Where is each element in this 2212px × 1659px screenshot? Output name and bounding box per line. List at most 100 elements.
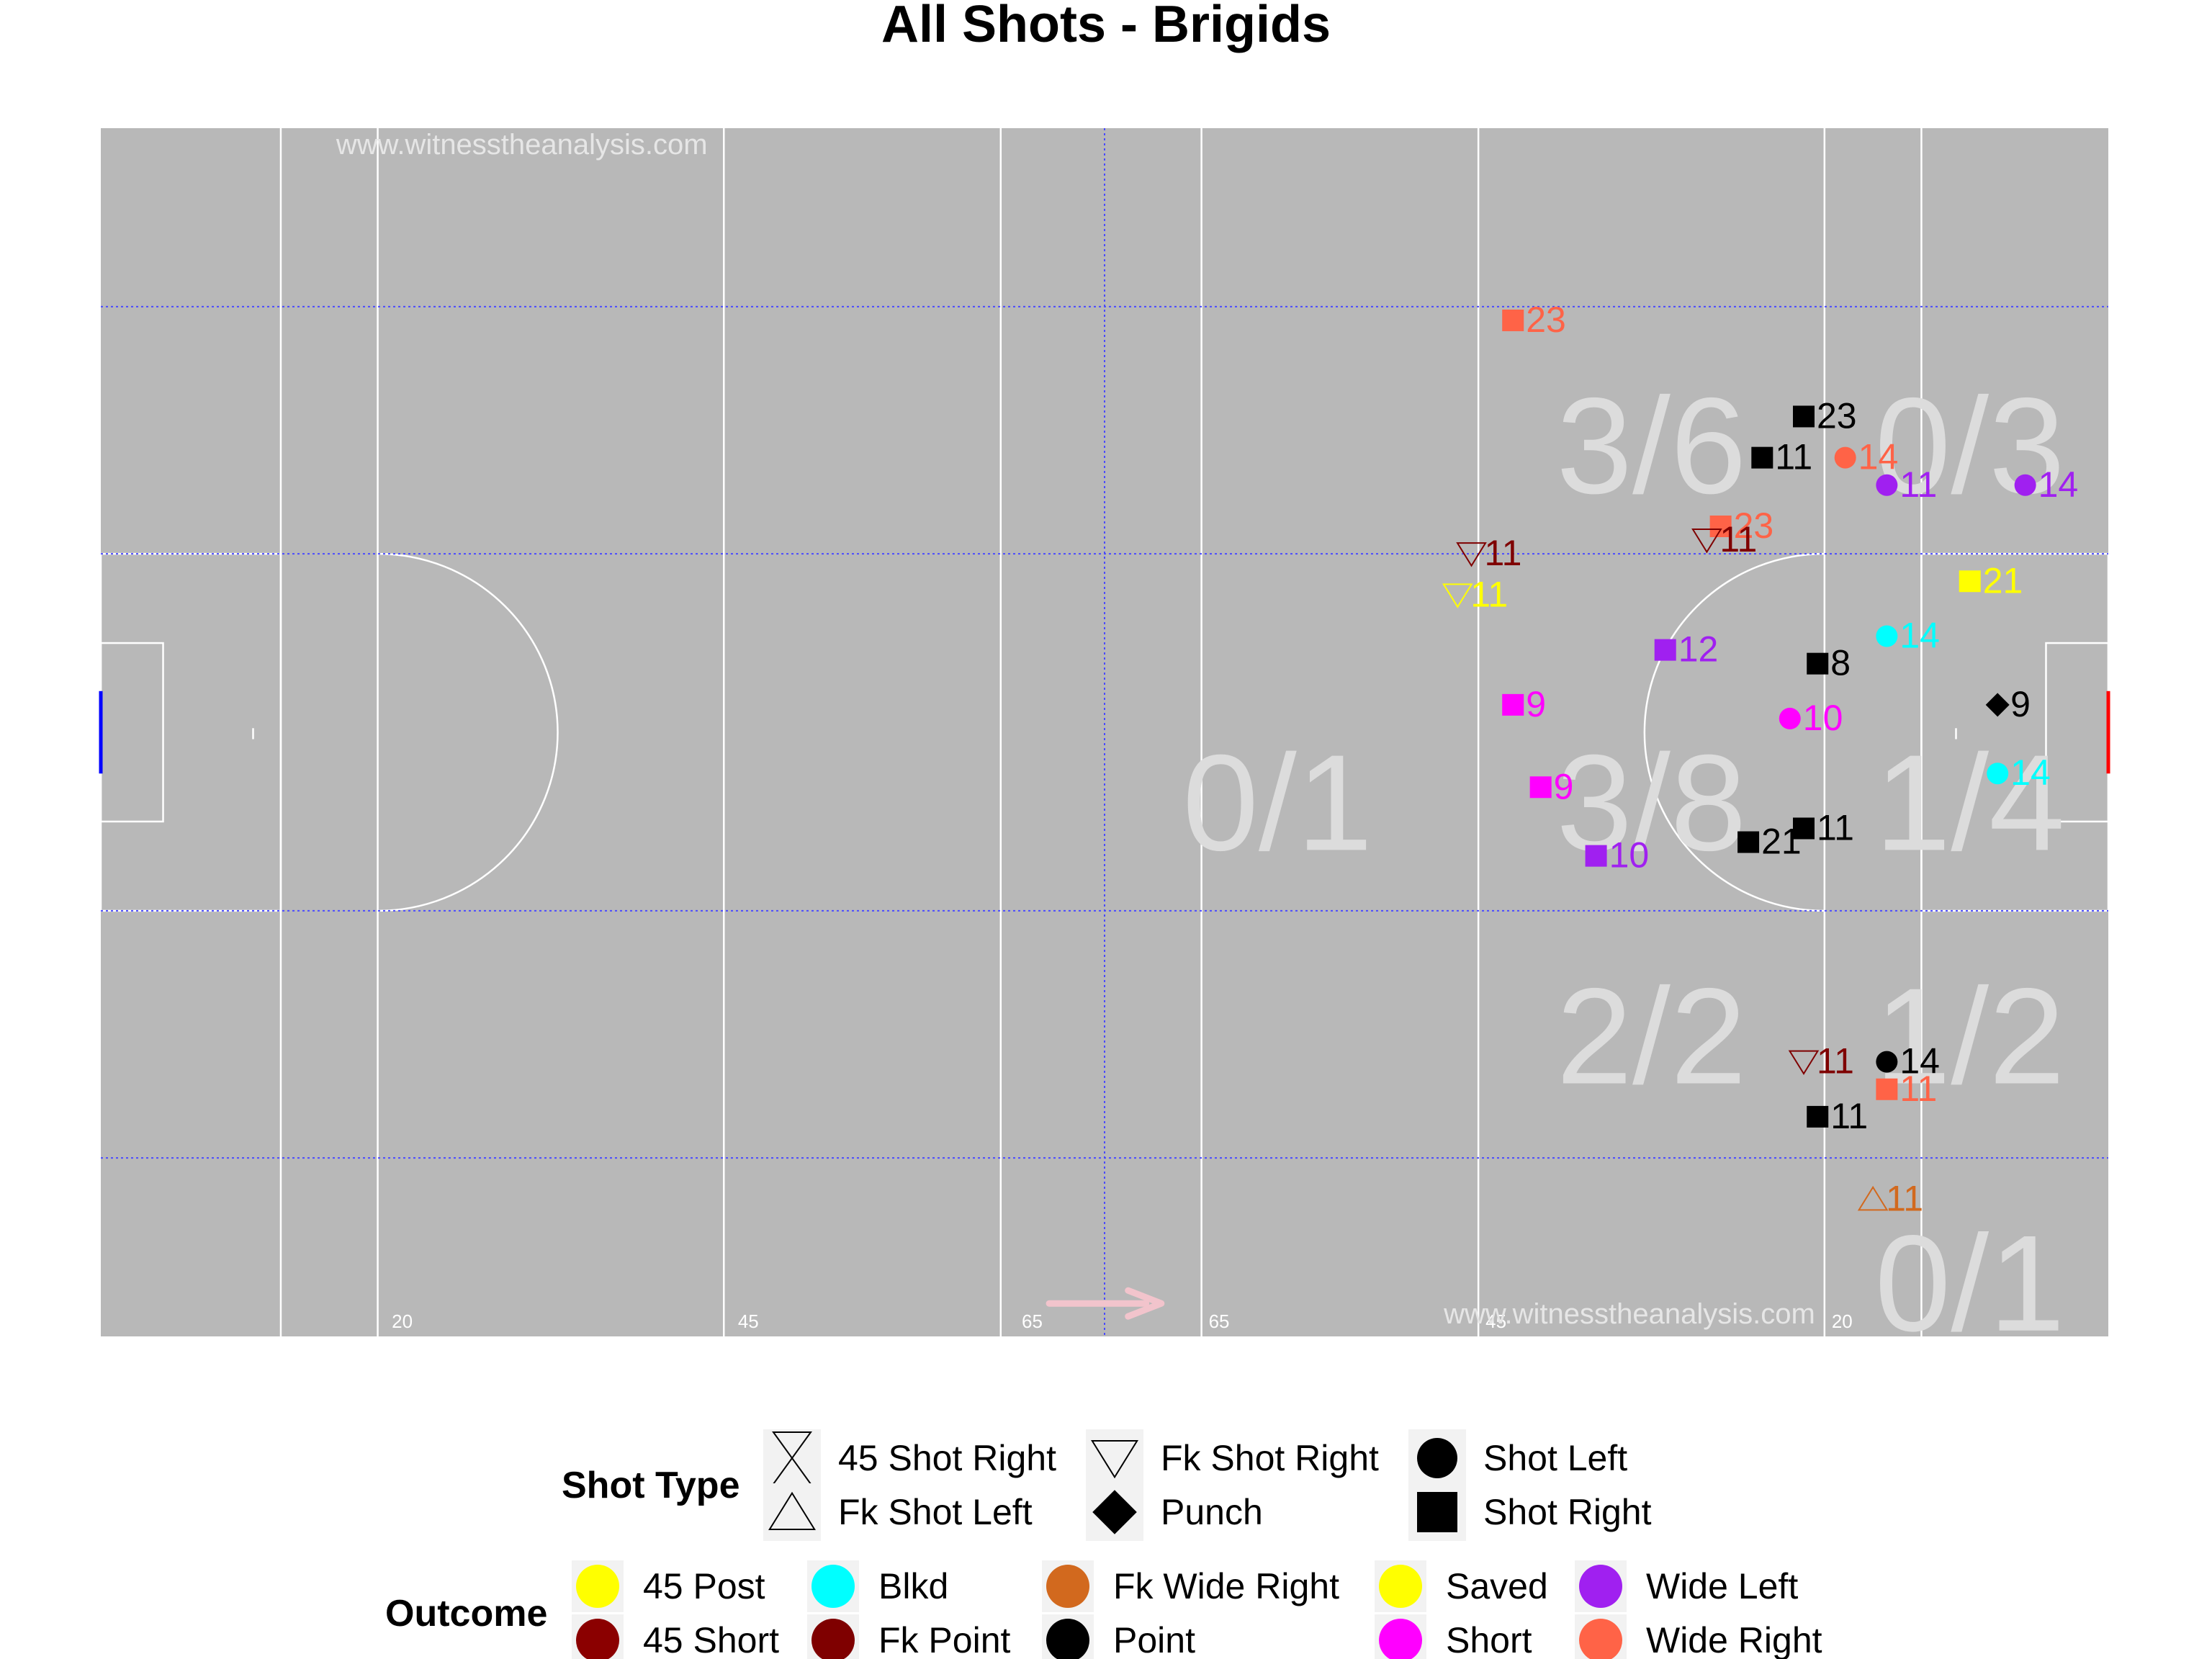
legend-swatch — [811, 1619, 855, 1659]
shot-point: 23 — [1792, 395, 1857, 436]
legend-item-shot-type: Punch — [1086, 1483, 1263, 1541]
shot-label: 11 — [1886, 1178, 1923, 1218]
shot-point: 11 — [1876, 464, 1937, 505]
shot-label: 14 — [1899, 1041, 1940, 1082]
marker-triangle-down — [1788, 1050, 1820, 1076]
shot-point: 14 — [1876, 616, 1940, 656]
shot-point: 11 — [1857, 1178, 1923, 1218]
shot-label: 14 — [2038, 464, 2079, 505]
zone-label: 2/2 — [1556, 961, 1746, 1113]
arrow-head — [1125, 1287, 1165, 1320]
marker-circle — [1876, 1051, 1898, 1073]
marker-circle — [1834, 446, 1856, 469]
marker-circle — [1876, 625, 1898, 647]
legend-title-shot-type: Shot Type — [562, 1465, 739, 1506]
legend-swatch — [1046, 1619, 1089, 1659]
attack-direction-arrow — [1046, 1287, 1165, 1320]
shot-point: 9 — [1529, 766, 1574, 806]
legend-item-outcome: Short — [1375, 1614, 1532, 1659]
marker-circle — [2014, 474, 2036, 496]
shot-label: 11 — [1899, 464, 1937, 505]
shot-label: 23 — [1734, 505, 1774, 546]
distance-label: 65 — [1209, 1310, 1230, 1332]
legend-label: Point — [1113, 1620, 1195, 1659]
legend-item-outcome: 45 Post — [572, 1560, 765, 1612]
legend-label: Punch — [1161, 1492, 1263, 1532]
legend-item-outcome: Blkd — [807, 1560, 948, 1612]
shot-label: 9 — [2010, 684, 2031, 724]
shot-label: 10 — [1609, 835, 1650, 876]
legend-label: Fk Shot Right — [1161, 1438, 1379, 1478]
shot-label: 11 — [1485, 533, 1522, 573]
legend-label: Blkd — [878, 1566, 948, 1606]
shot-label: 8 — [1830, 643, 1851, 683]
marker-diamond — [1985, 693, 2010, 717]
marker-square — [1417, 1492, 1457, 1532]
shot-label: 11 — [1817, 1041, 1854, 1082]
marker-triangle-down — [1442, 583, 1473, 608]
zone-label: 0/3 — [1875, 370, 2065, 523]
legend-item-outcome: Saved — [1375, 1560, 1548, 1612]
legend-label: Fk Point — [878, 1620, 1011, 1659]
marker-square — [1959, 570, 1981, 593]
shot-label: 11 — [1830, 1096, 1868, 1136]
legend-label: 45 Post — [643, 1566, 765, 1606]
shot-point: 14 — [1834, 437, 1898, 477]
legend-swatch — [1379, 1619, 1422, 1659]
distance-label: 20 — [1832, 1310, 1853, 1332]
marker-circle — [1779, 707, 1801, 729]
marker-square — [1502, 693, 1524, 716]
legend: Shot Type 45 Shot Right Fk Shot Left Fk Sho… — [385, 1429, 1822, 1659]
legend-swatch — [576, 1565, 619, 1608]
marker-triangle-down — [1456, 542, 1487, 567]
legend-label: Short — [1446, 1620, 1532, 1659]
pitch: 20 45 65 65 45 20 www.witnesstheanalysis.com ww… — [99, 128, 2110, 1336]
pitch-surface — [101, 128, 2108, 1336]
shot-point: 11 — [1691, 519, 1757, 559]
legend-label: Fk Shot Left — [838, 1492, 1033, 1532]
shot-label: 21 — [1983, 560, 2023, 601]
zone-label: 3/6 — [1556, 370, 1746, 523]
legend-swatch — [1579, 1565, 1622, 1608]
shot-point: 12 — [1654, 629, 1719, 670]
legend-item-shot-type: Fk Shot Right — [1086, 1429, 1379, 1487]
distance-label: 65 — [1022, 1310, 1043, 1332]
marker-square — [1585, 845, 1607, 867]
marker-circle — [1417, 1438, 1457, 1478]
marker-square — [1737, 831, 1760, 853]
watermark: www.witnesstheanalysis.com — [336, 129, 708, 161]
shot-point: 11 — [1792, 807, 1854, 848]
legend-label: 45 Short — [643, 1620, 779, 1659]
marker-triangle-up — [1857, 1185, 1889, 1211]
marker-diamond — [1092, 1490, 1137, 1534]
legend-item-outcome: Point — [1042, 1614, 1195, 1659]
shot-label: 12 — [1678, 629, 1719, 670]
legend-label: Wide Left — [1646, 1566, 1798, 1606]
legend-item-shot-type: 45 Shot Right — [763, 1429, 1056, 1487]
shot-label: 9 — [1554, 766, 1574, 806]
shot-point: 14 — [2014, 464, 2079, 505]
legend-item-shot-type: Shot Right — [1408, 1483, 1652, 1541]
legend-item-shot-type: Shot Left — [1408, 1429, 1627, 1487]
shot-point: 11 — [1442, 574, 1508, 614]
legend-label: Shot Right — [1483, 1492, 1652, 1532]
shot-point: 14 — [1876, 1041, 1940, 1082]
legend-swatch — [1379, 1565, 1422, 1608]
shot-point: 11 — [1807, 1096, 1868, 1136]
chart-title: All Shots - Brigids — [881, 0, 1331, 53]
shot-point: 11 — [1876, 1069, 1937, 1109]
shot-point: 8 — [1807, 643, 1851, 683]
distance-label: 20 — [392, 1310, 413, 1332]
legend-label: Fk Wide Right — [1113, 1566, 1339, 1606]
shot-label: 21 — [1761, 822, 1802, 862]
marker-square — [1792, 405, 1815, 428]
shot-point: 9 — [1502, 684, 1546, 724]
marker-square — [1807, 1105, 1829, 1128]
legend-item-outcome: 45 Short — [572, 1614, 779, 1659]
legend-label: Shot Left — [1483, 1438, 1627, 1478]
shot-point: 11 — [1456, 533, 1522, 573]
shot-label: 11 — [1470, 574, 1508, 614]
distance-label: 45 — [1485, 1310, 1506, 1332]
